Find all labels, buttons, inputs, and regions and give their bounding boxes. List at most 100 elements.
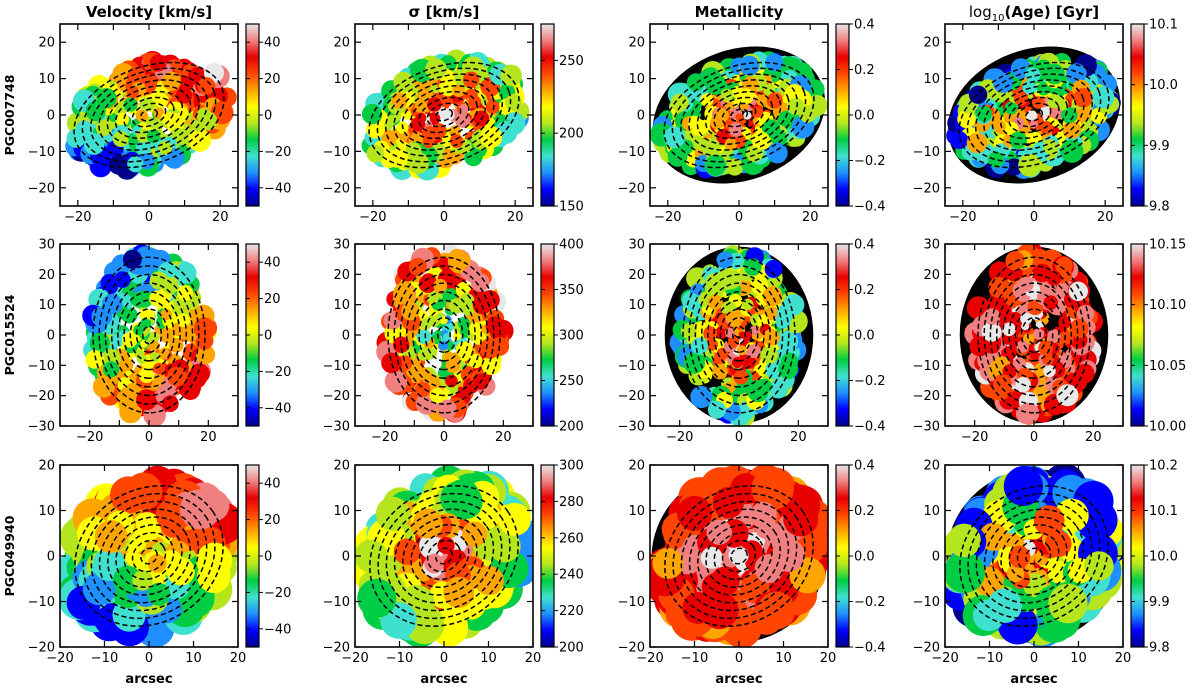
voronoi-bin	[149, 341, 161, 352]
voronoi-bin	[500, 64, 522, 87]
voronoi-bin	[987, 151, 1005, 168]
isophote-contour	[974, 73, 1094, 157]
y-tick-label: −20	[913, 641, 940, 656]
y-tick-label: −20	[323, 389, 350, 404]
colorbar-tick-label: 400	[559, 238, 584, 253]
voronoi-bin	[361, 103, 383, 125]
isophote-contour	[123, 96, 175, 134]
isophote-contour	[90, 500, 208, 612]
isophote-contour	[995, 282, 1073, 388]
x-tick-label: −20	[76, 430, 103, 445]
y-tick-label: 10	[333, 298, 350, 313]
x-tick-label: 0	[1030, 651, 1038, 666]
isophote-contour	[424, 308, 464, 362]
isophote-contour	[672, 492, 806, 620]
y-tick-label: −20	[323, 641, 350, 656]
voronoi-bin	[485, 100, 500, 114]
x-axis-label: arcsec	[1010, 672, 1057, 687]
colorbar-tick-label: 350	[559, 283, 584, 298]
isophote-contour	[81, 67, 217, 163]
colorbar-tick-label: −0.4	[854, 200, 886, 215]
voronoi-bin	[122, 249, 142, 269]
voronoi-bin	[135, 109, 148, 122]
y-tick-label: −20	[618, 641, 645, 656]
voronoi-bin	[1004, 101, 1018, 115]
x-tick-label: 0	[1030, 430, 1038, 445]
voronoi-bin	[110, 333, 124, 348]
row-label-galaxy: PGC007748	[2, 75, 17, 156]
colorbar-tick-label: −20	[264, 145, 291, 160]
voronoi-bin	[467, 95, 481, 109]
colorbar-tick-label: 10.1	[1149, 18, 1178, 33]
column-title: log10(Age) [Gyr]	[969, 3, 1099, 24]
panel-metallicity: −20 0 20 −20 −10 0 10 20 0.4 0.2 0.0 −0.2 −0.4	[618, 18, 886, 226]
voronoi-bin	[119, 401, 141, 423]
voronoi-bin	[452, 84, 466, 97]
y-tick-label: −10	[323, 359, 350, 374]
isophote-contour	[1008, 299, 1060, 371]
voronoi-bin	[437, 399, 457, 419]
voronoi-bin	[700, 93, 714, 107]
voronoi-bin	[133, 324, 144, 336]
voronoi-bin	[474, 565, 504, 596]
voronoi-bin	[197, 77, 216, 95]
y-tick-label: 0	[932, 329, 940, 344]
colorbar-tick-label: 20	[264, 72, 281, 87]
isophote-contour	[713, 299, 765, 371]
isophote-contour	[82, 492, 216, 620]
isophote-contour	[1020, 316, 1048, 354]
x-tick-label: 20	[1097, 210, 1114, 225]
y-tick-label: 20	[333, 268, 350, 283]
voronoi-bin	[177, 285, 194, 301]
x-tick-label: −20	[636, 651, 663, 666]
x-tick-label: 10	[775, 651, 792, 666]
panel-metallicity: −20 −10 0 10 20 −20 −10 0 10 20 0.4 0.2 0.0 −0.2 −0.4 a…	[618, 459, 886, 688]
voronoi-bin	[747, 381, 769, 403]
voronoi-bin	[149, 352, 160, 363]
voronoi-bin	[728, 122, 744, 137]
y-tick-label: −30	[28, 420, 55, 435]
colorbar	[540, 23, 555, 207]
colorbar-tick-label: 0.0	[854, 550, 875, 565]
voronoi-bin	[91, 306, 113, 327]
colorbar-tick-label: 240	[559, 568, 584, 583]
voronoi-bin	[1068, 281, 1089, 301]
x-tick-label: 0	[440, 210, 448, 225]
voronoi-bin	[448, 484, 483, 520]
isophote-contour	[106, 85, 192, 145]
colorbar-tick-label: 250	[559, 54, 584, 69]
colorbar	[540, 464, 555, 648]
isophote-contour	[123, 531, 175, 581]
y-tick-label: 0	[342, 329, 350, 344]
voronoi-bin	[715, 325, 729, 339]
y-tick-label: 0	[637, 109, 645, 124]
voronoi-bin	[427, 97, 442, 112]
isophote-contour	[671, 67, 807, 163]
voronoi-bin	[700, 67, 721, 88]
voronoi-bin	[779, 56, 798, 75]
colorbar-tick-label: 40	[264, 477, 281, 492]
colorbar-tick-label: −0.2	[854, 595, 886, 610]
isophote-contour	[663, 61, 815, 169]
y-tick-label: −20	[28, 181, 55, 196]
voronoi-bin	[153, 362, 165, 375]
colorbar-tick-label: 9.9	[1149, 139, 1170, 154]
isophote-contour	[700, 282, 778, 388]
spatial-map	[650, 465, 828, 647]
voronoi-bin	[427, 292, 439, 305]
x-tick-label: 20	[802, 210, 819, 225]
voronoi-bin	[121, 331, 138, 348]
column-titles: Velocity [km/s] σ [km/s] Metallicity log10(…	[86, 3, 1099, 24]
voronoi-bin	[1058, 315, 1072, 329]
isophote-contour	[418, 96, 470, 134]
voronoi-bin	[424, 553, 444, 574]
voronoi-bin	[710, 566, 740, 596]
voronoi-bin	[975, 105, 992, 122]
isophote-contour	[719, 308, 759, 362]
voronoi-bin	[764, 259, 783, 278]
voronoi-bin	[158, 347, 170, 360]
isophote-contour	[1016, 102, 1052, 128]
y-tick-label: −10	[323, 595, 350, 610]
colorbar-tick-label: −0.4	[854, 420, 886, 435]
y-tick-label: −20	[618, 181, 645, 196]
